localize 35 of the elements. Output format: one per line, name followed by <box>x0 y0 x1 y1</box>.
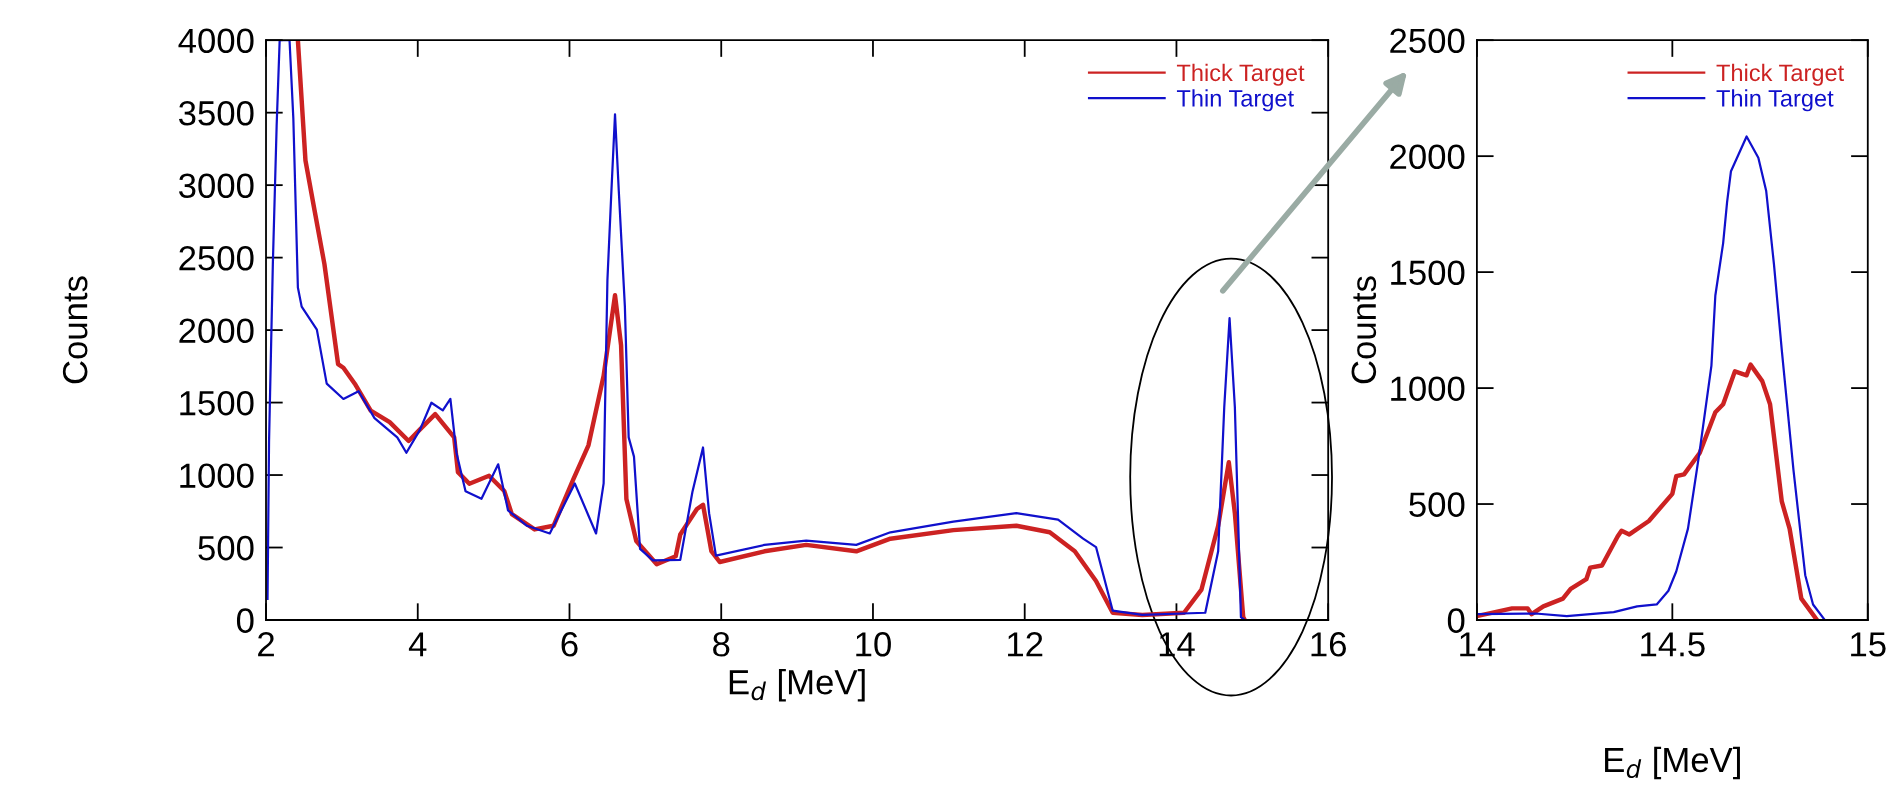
line-series <box>1476 362 1820 620</box>
line-series <box>1476 135 1826 620</box>
x-tick-label: 14.5 <box>1641 632 1705 657</box>
x-tick-label: 12 <box>1008 632 1043 657</box>
y-axis-title: Counts <box>62 276 88 384</box>
legend-label: Thick Target <box>1176 63 1305 86</box>
y-tick-label: 1500 <box>180 390 254 416</box>
y-tick-label: 2500 <box>179 245 254 271</box>
y-tick-label: 500 <box>1409 492 1465 517</box>
x-tick-label: 15 <box>1851 632 1886 657</box>
y-tick-label: 2000 <box>179 318 254 344</box>
y-tick-label: 500 <box>198 535 254 561</box>
x-tick-label: 6 <box>561 632 578 657</box>
y-tick-label: 3500 <box>178 101 254 126</box>
y-tick-label: 0 <box>236 608 254 633</box>
x-axis-title: E$_{d}$ [MeV] <box>1605 746 1740 780</box>
legend-label: Thick Target <box>1716 63 1845 86</box>
y-axis-title: Counts <box>1351 276 1377 384</box>
x-tick-label: 14 <box>1460 632 1496 657</box>
y-tick-label: 4000 <box>178 28 254 54</box>
y-tick-label: 3000 <box>178 173 254 199</box>
legend-label: Thin Target <box>1716 89 1834 112</box>
x-tick-label: 8 <box>713 632 730 657</box>
y-tick-label: 0 <box>1447 608 1465 633</box>
y-tick-label: 2000 <box>1390 144 1465 170</box>
x-tick-label: 2 <box>258 632 274 657</box>
y-tick-label: 1000 <box>1391 376 1465 401</box>
y-tick-label: 2500 <box>1390 28 1465 54</box>
legend-label: Thin Target <box>1176 89 1294 112</box>
x-tick-label: 4 <box>408 632 427 657</box>
x-axis-title: E$_{d}$ [MeV] <box>729 669 865 702</box>
x-tick-label: 10 <box>856 632 891 657</box>
x-tick-label: 16 <box>1311 632 1346 657</box>
y-tick-label: 1000 <box>180 463 254 488</box>
y-tick-label: 1500 <box>1391 260 1465 286</box>
